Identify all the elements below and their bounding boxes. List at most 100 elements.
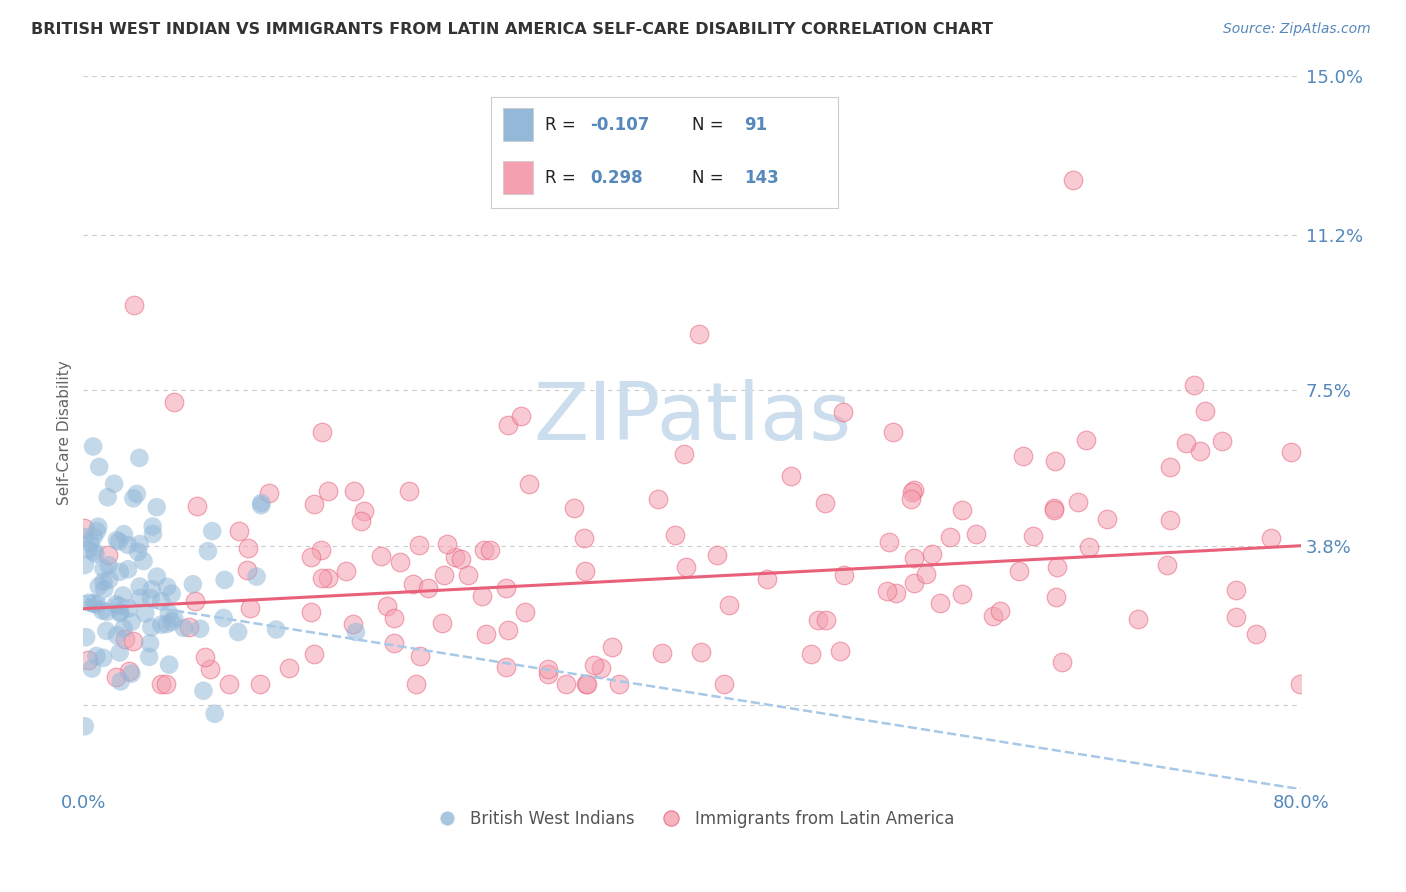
Point — [1159, 513, 1181, 527]
Point — [1225, 582, 1247, 597]
Point — [830, 644, 852, 658]
Point — [96, 624, 118, 638]
Point — [1067, 495, 1090, 509]
Point — [981, 609, 1004, 624]
Point — [257, 486, 280, 500]
Point — [342, 617, 364, 632]
Point — [1074, 434, 1097, 448]
Point — [1211, 434, 1233, 449]
Point — [457, 568, 479, 582]
Point — [110, 674, 132, 689]
Point — [375, 599, 398, 614]
Point — [108, 534, 131, 549]
Point — [188, 622, 211, 636]
Point — [236, 541, 259, 556]
Point — [97, 490, 120, 504]
Point — [509, 409, 531, 423]
Point — [193, 683, 215, 698]
Point — [97, 558, 120, 573]
Point — [93, 562, 115, 576]
Point — [79, 536, 101, 550]
Point — [950, 503, 973, 517]
Point — [236, 563, 259, 577]
Point — [264, 623, 287, 637]
Point — [73, 719, 96, 733]
Point — [807, 613, 830, 627]
Point — [450, 551, 472, 566]
Point — [156, 617, 179, 632]
Point — [903, 550, 925, 565]
Point — [83, 545, 105, 559]
Point — [139, 636, 162, 650]
Point — [150, 617, 173, 632]
Point — [194, 650, 217, 665]
Point — [121, 666, 143, 681]
Point — [398, 483, 420, 498]
Point — [353, 504, 375, 518]
Point — [495, 581, 517, 595]
Point — [89, 459, 111, 474]
Point — [675, 559, 697, 574]
Point — [142, 527, 165, 541]
Point — [112, 621, 135, 635]
Point — [408, 538, 430, 552]
Point — [436, 537, 458, 551]
Point — [950, 587, 973, 601]
Point — [197, 544, 219, 558]
Point — [82, 439, 104, 453]
Point — [405, 677, 427, 691]
Point — [91, 603, 114, 617]
Point — [103, 476, 125, 491]
Point — [756, 572, 779, 586]
Point — [122, 491, 145, 506]
Point — [75, 630, 97, 644]
Point — [607, 677, 630, 691]
Point — [1244, 627, 1267, 641]
Point — [173, 621, 195, 635]
Point — [815, 613, 838, 627]
Point — [86, 598, 108, 612]
Point — [1078, 541, 1101, 555]
Point — [311, 571, 333, 585]
Point — [179, 620, 201, 634]
Point — [382, 636, 405, 650]
Point — [105, 598, 128, 612]
Point — [882, 425, 904, 440]
Point — [1289, 677, 1312, 691]
Point — [132, 554, 155, 568]
Point — [928, 596, 950, 610]
Point — [309, 542, 332, 557]
Point — [97, 548, 120, 562]
Point — [93, 582, 115, 596]
Point — [602, 640, 624, 654]
Point — [302, 647, 325, 661]
Point — [77, 542, 100, 557]
Point — [160, 587, 183, 601]
Point — [1043, 454, 1066, 468]
Point — [198, 661, 221, 675]
Point — [226, 624, 249, 639]
Point — [1097, 512, 1119, 526]
Point — [128, 450, 150, 465]
Point — [278, 661, 301, 675]
Point — [127, 545, 149, 559]
Point — [647, 491, 669, 506]
Point — [779, 468, 801, 483]
Point — [201, 524, 224, 538]
Point — [479, 543, 502, 558]
Point — [150, 677, 173, 691]
Point — [1174, 435, 1197, 450]
Point — [555, 677, 578, 691]
Point — [965, 527, 987, 541]
Point — [717, 599, 740, 613]
Point — [1182, 378, 1205, 392]
Point — [575, 677, 598, 691]
Point — [250, 496, 273, 510]
Point — [921, 547, 943, 561]
Point — [239, 601, 262, 615]
Point — [302, 496, 325, 510]
Point — [706, 549, 728, 563]
Point — [117, 562, 139, 576]
Point — [250, 498, 273, 512]
Point — [344, 625, 367, 640]
